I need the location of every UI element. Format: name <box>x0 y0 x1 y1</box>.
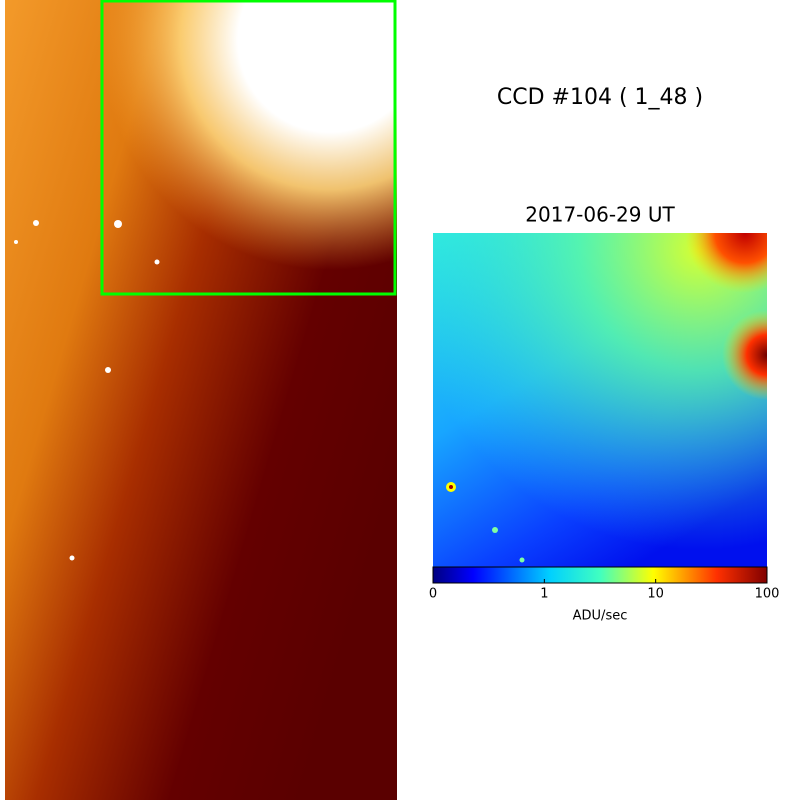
zoom-image <box>433 233 767 567</box>
colorbar-label: ADU/sec <box>573 609 628 624</box>
colorbar <box>432 566 768 584</box>
colorbar-tick-label: 0 <box>429 587 437 602</box>
ccd-image <box>5 0 397 800</box>
image-date: 2017-06-29 UT <box>525 203 675 227</box>
colorbar-tick-label: 1 <box>540 587 548 602</box>
title: CCD #104 ( 1_48 ) <box>497 85 703 110</box>
zoom-box <box>100 0 397 296</box>
colorbar-tick-label: 10 <box>647 587 664 602</box>
colorbar-tick-label: 100 <box>755 587 780 602</box>
